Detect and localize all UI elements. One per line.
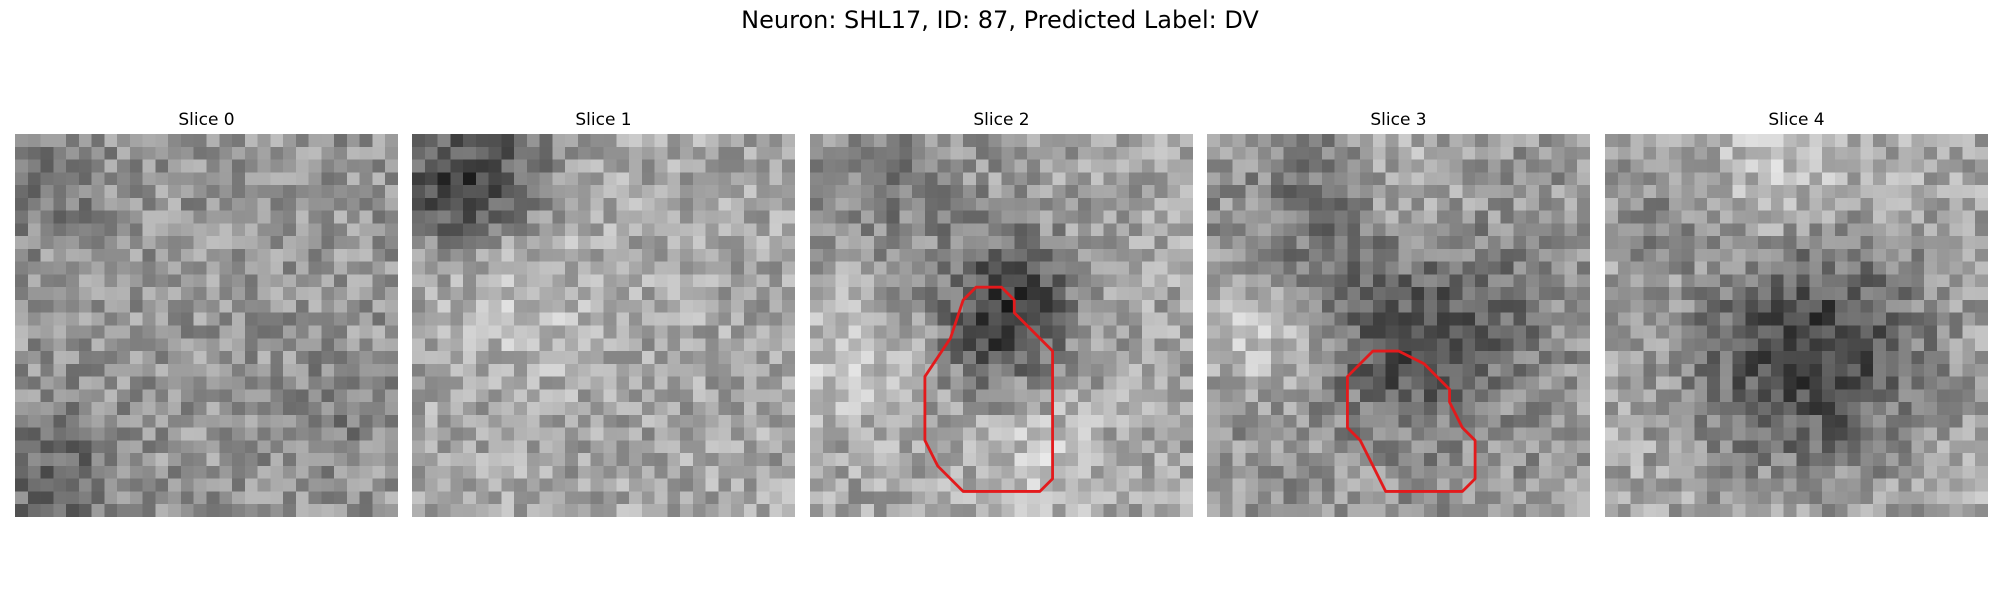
slice-title: Slice 3 [1370,110,1427,130]
slice-panel-2: Slice 2 [810,108,1193,517]
slice-title: Slice 4 [1768,110,1825,130]
slice-image [15,134,398,517]
slice-image [1207,134,1590,517]
roi-contour [1346,349,1477,493]
slice-panel-0: Slice 0 [15,108,398,517]
slice-panel-1: Slice 1 [412,108,795,517]
slice-image [1605,134,1988,517]
slice-panel-3: Slice 3 [1207,108,1590,517]
slice-image [810,134,1193,517]
slice-title: Slice 2 [973,110,1030,130]
figure-title: Neuron: SHL17, ID: 87, Predicted Label: … [741,6,1259,34]
slice-title: Slice 1 [575,110,632,130]
slice-panel-4: Slice 4 [1605,108,1988,517]
roi-contour [923,285,1054,493]
slice-image [412,134,795,517]
slice-title: Slice 0 [178,110,235,130]
